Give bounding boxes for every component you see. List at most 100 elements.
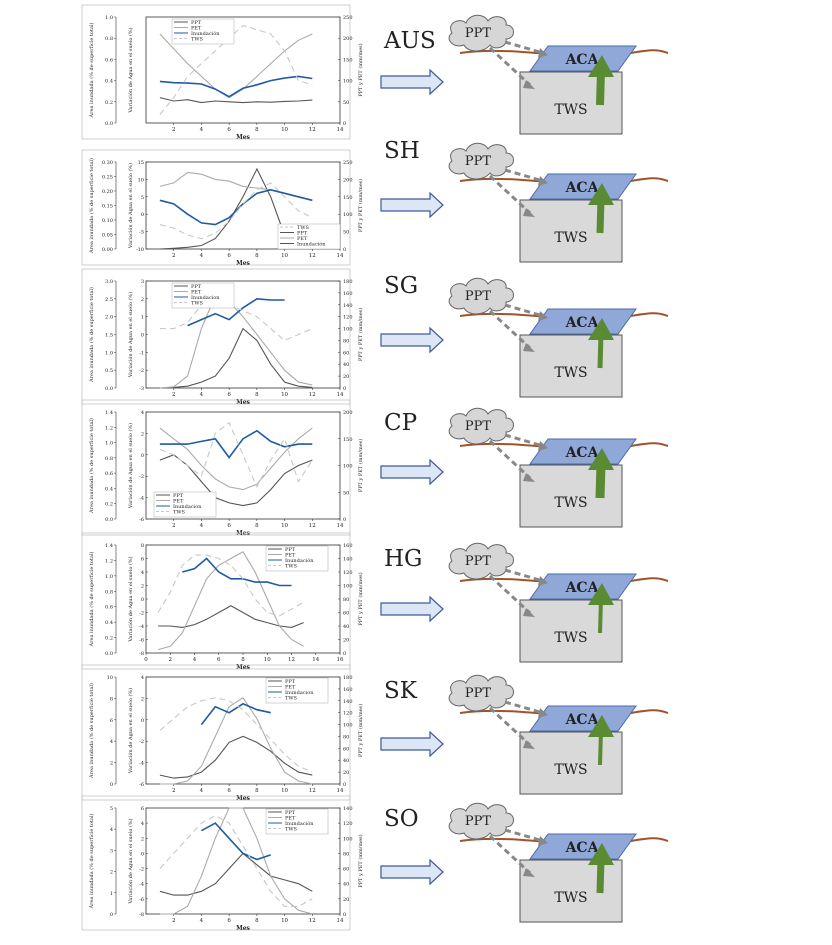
y3-tick-label: 140	[343, 557, 353, 563]
y3-tick-label: 120	[343, 315, 353, 321]
y1-tick-label: 0.15	[102, 204, 113, 210]
arrowhead	[523, 343, 535, 352]
region-label: SG	[384, 273, 418, 299]
tws-label: TWS	[554, 630, 587, 646]
series-line-pet	[159, 171, 313, 201]
y3-tick-label: 60	[343, 350, 349, 356]
y1-tick-label: 2.5	[105, 297, 113, 303]
x-tick-label: 2	[172, 392, 176, 398]
legend-label: PPT	[285, 810, 296, 816]
series-line-ppt	[159, 454, 313, 507]
ppt-cloud	[448, 407, 514, 445]
x-tick-label: 8	[241, 657, 245, 663]
legend-box	[277, 223, 341, 250]
y2-tick-label: 4	[141, 821, 144, 827]
ppt-label: PPT	[465, 686, 491, 701]
legend-label: PPT	[173, 493, 184, 499]
series-line-pet	[159, 295, 313, 389]
legend-label: TWS	[191, 300, 203, 306]
green-arrow-head	[588, 183, 614, 205]
concept-diagram: TWS ACA PPT	[448, 407, 669, 528]
x-tick-label: 14	[337, 127, 344, 133]
y3-tick-label: 100	[343, 723, 353, 729]
arrowhead	[538, 576, 548, 586]
ppt-cloud	[448, 542, 514, 580]
y2-axis-label: Variación de Agua en el suelo (%)	[127, 818, 134, 904]
y3-tick-label: 0	[343, 386, 346, 392]
aca-label: ACA	[565, 315, 600, 331]
series-line-tws	[157, 554, 304, 617]
y2-tick-label: -2	[139, 368, 144, 374]
x-axis-label: Mes	[236, 260, 250, 267]
series-line-ppt	[159, 327, 313, 389]
x-tick-label: 12	[309, 127, 316, 133]
chart-sk: 2 4 6 8 10 12 14 Mes 0 2 4 6 8 10 Área inundada (% de …	[81, 664, 364, 802]
legend-box	[265, 808, 329, 835]
y2-tick-label: 0	[141, 597, 144, 603]
y3-axis-label: PPT y PET (mm/mes)	[357, 179, 364, 232]
flow-arrow	[380, 595, 444, 623]
y3-axis-label: PPT y PET (mm/mes)	[357, 704, 364, 757]
chart-frame	[81, 532, 351, 670]
y1-tick-label: 0.30	[102, 160, 113, 166]
series-line-tws	[159, 421, 313, 489]
x-tick-label: 4	[200, 253, 204, 259]
series-line-tws	[159, 697, 313, 773]
x-tick-label: 4	[200, 392, 204, 398]
ppt-cloud	[448, 277, 514, 315]
x-tick-label: 12	[288, 657, 295, 663]
y2-tick-label: -6	[139, 638, 144, 644]
y3-tick-label: 20	[343, 374, 349, 380]
legend-label: Inundación	[191, 30, 220, 37]
x-tick-label: 10	[281, 253, 288, 259]
y2-tick-label: 5	[141, 195, 144, 201]
y1-tick-label: 1.2	[105, 425, 113, 431]
y1-tick-label: 0.25	[102, 175, 113, 181]
series-line-inundación	[182, 557, 292, 587]
legend-label: TWS	[297, 225, 309, 231]
x-tick-label: 2	[169, 657, 173, 663]
y1-tick-label: 2.0	[105, 315, 113, 321]
y1-axis-label: Área inundada (% de superficie total)	[88, 22, 95, 118]
y2-tick-label: 1	[141, 315, 144, 321]
y3-tick-label: 180	[343, 279, 353, 285]
y1-tick-label: 0.00	[102, 247, 113, 253]
x-tick-label: 10	[281, 127, 288, 133]
legend-box	[265, 545, 329, 572]
arrowhead	[538, 176, 548, 186]
y2-axis-label: Variación de Agua en el suelo (%)	[127, 27, 134, 113]
arrowhead	[538, 311, 548, 321]
legend-label: Inundacion	[285, 690, 314, 696]
ppt-label: PPT	[465, 289, 491, 304]
y3-tick-label: 50	[343, 230, 349, 236]
aca-label: ACA	[565, 445, 600, 461]
y1-tick-label: 0.6	[105, 471, 113, 477]
y1-tick-label: 1.0	[105, 350, 113, 356]
y3-tick-label: 60	[343, 867, 349, 873]
y2-tick-label: 10	[138, 177, 144, 183]
y3-tick-label: 140	[343, 806, 353, 812]
chart-frame	[81, 399, 351, 536]
y3-tick-label: 0	[343, 121, 346, 127]
y2-tick-label: -6	[139, 897, 144, 903]
chart-frame	[81, 795, 351, 931]
ppt-label: PPT	[465, 26, 491, 41]
x-tick-label: 14	[337, 253, 344, 259]
y1-tick-label: 0.4	[105, 620, 113, 626]
y3-tick-label: 160	[343, 687, 353, 693]
x-axis-label: Mes	[236, 925, 250, 932]
legend-label: TWS	[191, 36, 203, 42]
series-line-ppt	[159, 852, 313, 896]
concept-diagram: TWS ACA PPT	[448, 14, 669, 135]
series-line-inundación	[159, 188, 313, 226]
flow-arrow-ppt-aca	[504, 828, 544, 843]
legend-label: Inundación	[285, 557, 314, 564]
aca-label: ACA	[565, 840, 600, 856]
x-tick-label: 6	[217, 657, 221, 663]
y1-axis-label: Área inundada (% de superficie total)	[88, 418, 95, 514]
y3-tick-label: 40	[343, 362, 349, 368]
